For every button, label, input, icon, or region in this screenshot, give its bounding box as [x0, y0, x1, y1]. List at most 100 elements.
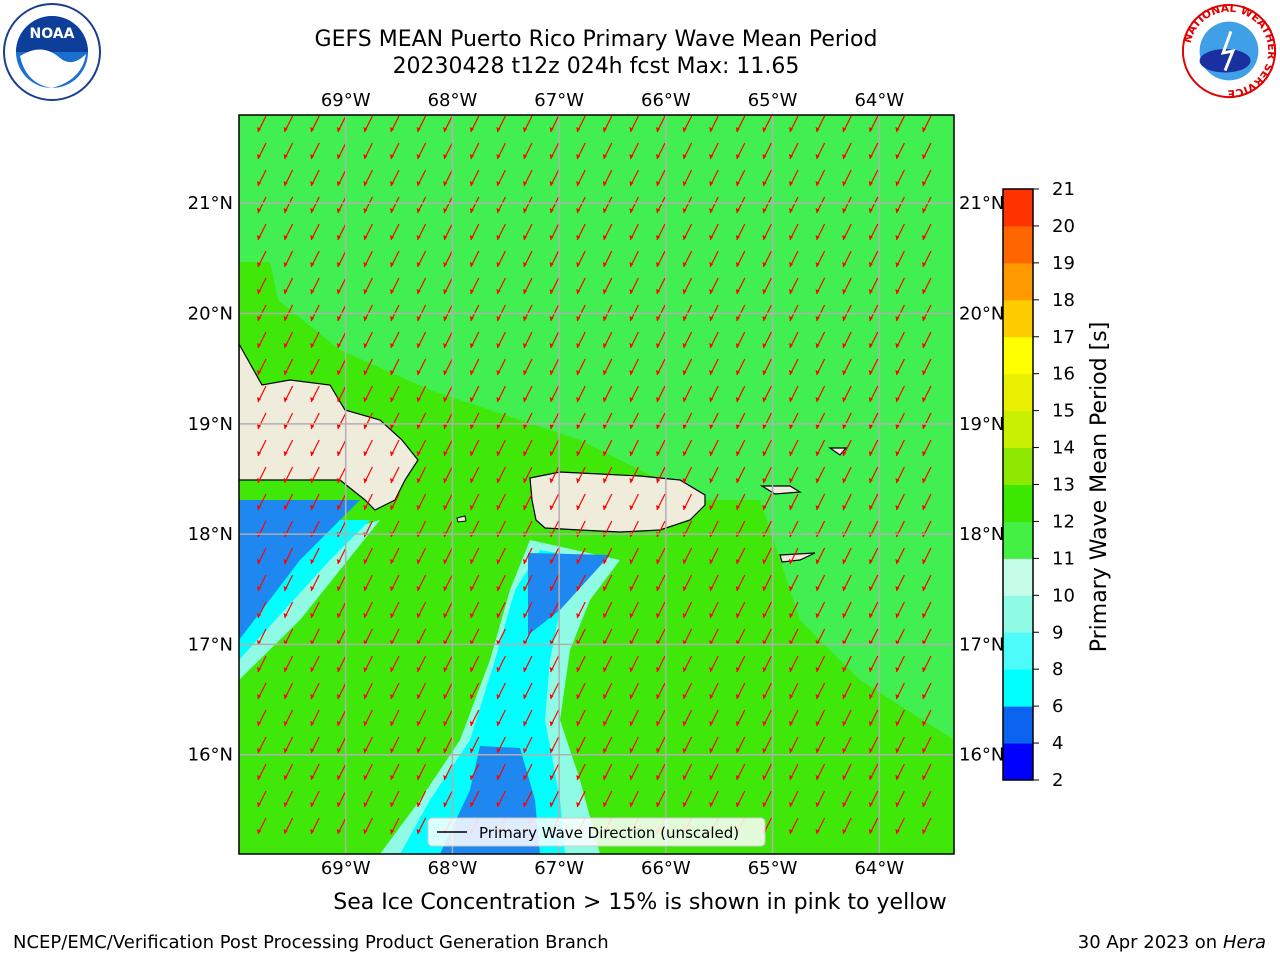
- wave-arrow: [310, 493, 320, 511]
- wave-arrow: [842, 412, 852, 430]
- mona-passage-shadow: [239, 500, 610, 854]
- wave-arrow: [895, 142, 905, 160]
- wave-arrow: [310, 763, 320, 781]
- wave-arrow: [469, 493, 480, 511]
- wave-arrow: [815, 493, 826, 511]
- wave-arrow: [336, 331, 347, 349]
- wave-arrow: [283, 115, 294, 133]
- wave-arrow: [496, 466, 506, 484]
- wave-arrow: [496, 574, 506, 592]
- wave-arrow: [549, 763, 560, 781]
- wave-arrow: [842, 277, 852, 295]
- wave-arrow: [602, 709, 613, 727]
- wave-arrow: [310, 790, 320, 808]
- wave-arrow: [416, 412, 427, 430]
- wave-arrow: [416, 682, 427, 700]
- wave-arrow: [762, 115, 772, 133]
- wave-arrow: [310, 601, 320, 619]
- wave-arrow: [257, 682, 267, 700]
- wave-arrow: [656, 574, 666, 592]
- colorbar-tick-label: 13: [1052, 475, 1075, 496]
- wave-arrow: [576, 601, 586, 619]
- wave-arrow: [416, 763, 427, 781]
- wave-arrow: [363, 277, 373, 295]
- wave-arrow: [496, 655, 506, 673]
- wave-arrow: [257, 574, 267, 592]
- wave-arrow: [629, 709, 639, 727]
- wave-arrow: [868, 250, 879, 268]
- wave-arrow: [310, 385, 320, 403]
- wave-arrow: [868, 223, 879, 241]
- wave-arrow: [523, 574, 533, 592]
- wave-arrow: [549, 790, 560, 808]
- wave-arrow: [922, 250, 932, 268]
- wave-arrow: [709, 169, 719, 187]
- wave-arrow: [416, 547, 427, 565]
- colorbar-tick-label: 2: [1052, 770, 1063, 791]
- lon-tick-label-bottom: 65°W: [748, 858, 798, 879]
- wave-arrow: [469, 790, 480, 808]
- wave-arrow: [576, 439, 586, 457]
- wave-arrow: [283, 790, 294, 808]
- wave-arrow: [336, 412, 347, 430]
- wave-arrow: [682, 763, 693, 781]
- wave-arrow: [549, 547, 560, 565]
- wave-arrow: [735, 466, 746, 484]
- wave-arrow: [656, 790, 666, 808]
- wave-arrow: [257, 439, 267, 457]
- wave-arrow: [469, 439, 480, 457]
- wave-arrow: [868, 493, 879, 511]
- wave-arrow: [283, 817, 294, 835]
- wave-arrow: [257, 655, 267, 673]
- wave-arrow: [363, 601, 373, 619]
- wave-arrow: [283, 763, 294, 781]
- legend-label: Primary Wave Direction (unscaled): [479, 824, 739, 842]
- wave-arrow: [735, 763, 746, 781]
- wave-arrow: [762, 601, 772, 619]
- wave-arrow: [523, 547, 533, 565]
- wave-arrow: [762, 277, 772, 295]
- wave-arrow: [629, 115, 639, 133]
- wave-arrow: [443, 331, 453, 349]
- wave-arrow: [735, 331, 746, 349]
- wave-arrow: [735, 493, 746, 511]
- wave-arrow: [336, 736, 347, 754]
- wave-arrow: [363, 223, 373, 241]
- wave-arrow: [629, 790, 639, 808]
- wave-arrow: [762, 763, 772, 781]
- colorbar-segment: [1003, 595, 1033, 633]
- wave-arrow: [523, 682, 533, 700]
- wave-arrow: [416, 601, 427, 619]
- wave-arrow: [762, 223, 772, 241]
- wave-arrow: [629, 142, 639, 160]
- wave-arrow: [735, 358, 746, 376]
- lon-tick-label-top: 69°W: [321, 90, 371, 111]
- wave-arrow: [842, 169, 852, 187]
- wave-arrow: [336, 223, 347, 241]
- wave-arrow: [257, 601, 267, 619]
- wave-arrow: [789, 817, 799, 835]
- wave-arrow: [895, 277, 905, 295]
- wave-arrow: [815, 250, 826, 268]
- wave-arrow: [842, 817, 852, 835]
- wave-arrow: [283, 358, 294, 376]
- wave-arrow: [762, 466, 772, 484]
- wave-arrow: [469, 223, 480, 241]
- wave-arrow: [416, 196, 427, 214]
- wave-arrow: [656, 250, 666, 268]
- wave-arrow: [735, 277, 746, 295]
- wave-arrow: [682, 169, 693, 187]
- wave-arrow: [842, 331, 852, 349]
- wave-arrow: [443, 736, 453, 754]
- wave-arrow: [815, 196, 826, 214]
- plot-frame: [238, 114, 955, 855]
- wave-arrow: [815, 412, 826, 430]
- wave-arrow: [469, 763, 480, 781]
- wave-arrow: [310, 466, 320, 484]
- wave-arrow: [629, 223, 639, 241]
- wave-arrow: [283, 736, 294, 754]
- wave-arrow: [390, 493, 400, 511]
- wave-arrow: [390, 223, 400, 241]
- wave-arrow: [257, 142, 267, 160]
